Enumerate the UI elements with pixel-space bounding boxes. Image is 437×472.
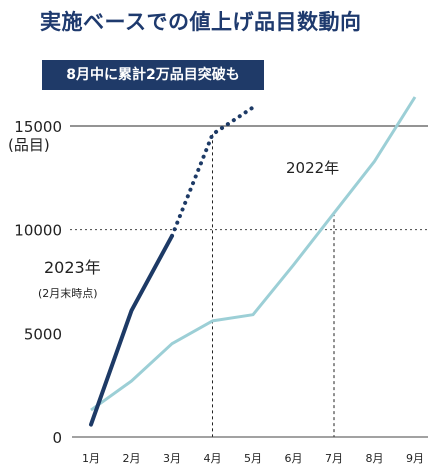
x-tick-9: 9月: [406, 452, 424, 465]
y-tick-15000: 15000: [14, 118, 62, 136]
chart-title: 実施ベースでの値上げ品目数動向: [40, 10, 362, 34]
series-2022: [90, 96, 417, 412]
y-tick-10000: 10000: [14, 222, 62, 240]
series-2023: [89, 105, 255, 427]
y-tick-0: 0: [52, 429, 62, 447]
y-tick-5000: 5000: [24, 325, 62, 343]
label-2022: 2022年: [286, 159, 339, 177]
x-tick-labels: 1月 2月 3月 4月 5月 6月 7月 8月 9月: [82, 452, 424, 465]
vertical-marker-lines: [212, 134, 335, 437]
summary-banner: 8月中に累計2万品目突破も: [42, 60, 264, 90]
x-tick-6: 6月: [285, 452, 303, 465]
y-gridlines: [70, 125, 428, 231]
x-tick-5: 5月: [244, 452, 262, 465]
x-tick-4: 4月: [204, 452, 222, 465]
series-2023-actual-line: [89, 233, 174, 427]
y-tick-labels: 0 5000 10000 15000: [14, 118, 62, 447]
x-tick-2: 2月: [123, 452, 141, 465]
x-tick-1: 1月: [82, 452, 100, 465]
x-tick-8: 8月: [366, 452, 384, 465]
series-2023-forecast-line: [170, 105, 255, 238]
x-tick-3: 3月: [163, 452, 181, 465]
y-axis-unit-label: (品目): [8, 136, 50, 154]
x-tick-7: 7月: [325, 452, 343, 465]
series-2022-line: [90, 96, 417, 412]
label-2023: 2023年: [44, 258, 101, 277]
note-2023: (2月末時点): [38, 286, 98, 300]
